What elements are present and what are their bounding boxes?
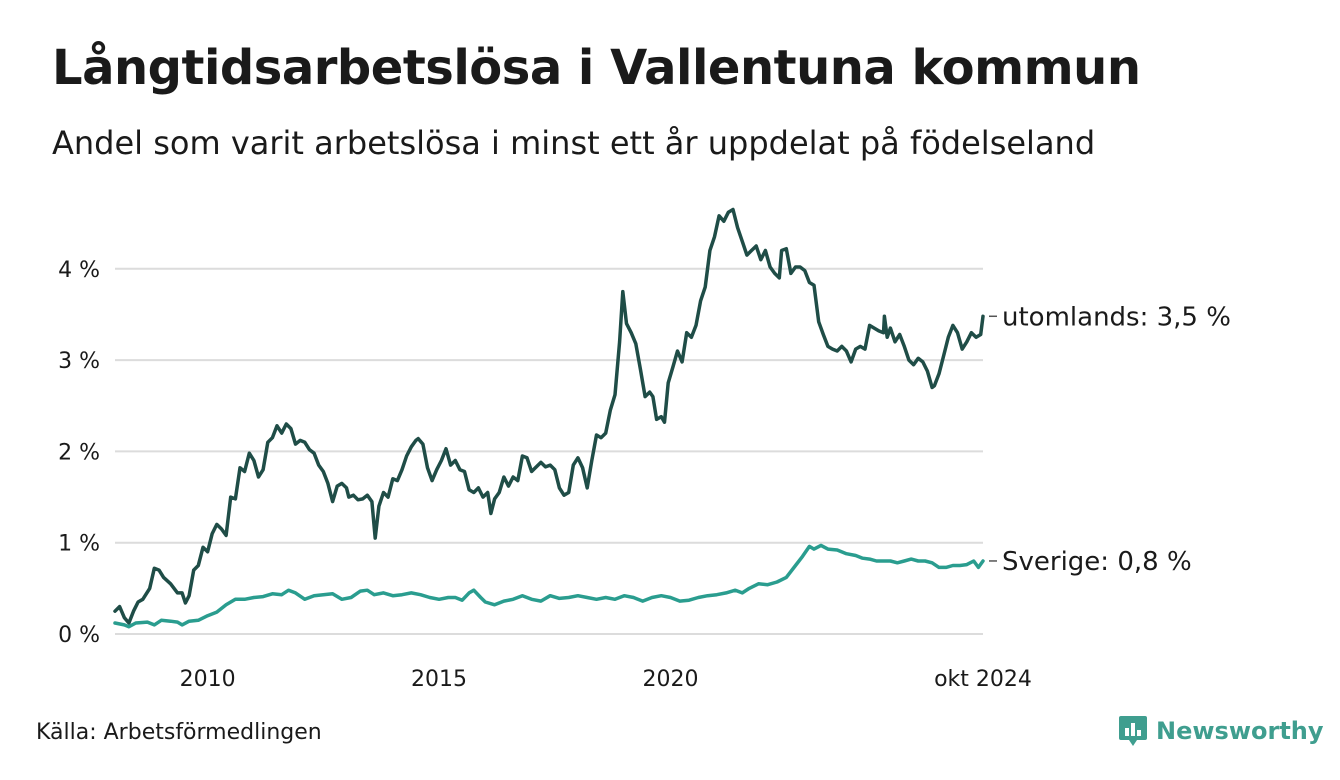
gridlines bbox=[115, 267, 983, 635]
chart-title: Långtidsarbetslösa i Vallentuna kommun bbox=[52, 40, 1141, 96]
series-line-sverige bbox=[113, 543, 985, 629]
end-label-utomlands: utomlands: 3,5 % bbox=[1002, 302, 1231, 332]
source-note: Källa: Arbetsförmedlingen bbox=[36, 720, 322, 745]
y-axis-ticks: 0 % 1 % 2 % 3 % 4 % bbox=[58, 258, 100, 648]
y-tick-label: 1 % bbox=[58, 532, 100, 557]
y-tick-label: 2 % bbox=[58, 440, 100, 465]
y-tick-label: 3 % bbox=[58, 349, 100, 374]
chart-subtitle: Andel som varit arbetslösa i minst ett å… bbox=[52, 124, 1096, 162]
end-label-sverige: Sverige: 0,8 % bbox=[1002, 547, 1192, 577]
x-tick-label: 2020 bbox=[643, 667, 699, 692]
series-line-utomlands bbox=[113, 207, 985, 625]
x-axis-ticks: 2010 2015 2020 okt 2024 bbox=[180, 667, 1032, 692]
series-lines bbox=[113, 207, 985, 629]
x-tick-label: 2010 bbox=[180, 667, 236, 692]
x-tick-label: 2015 bbox=[411, 667, 467, 692]
newsworthy-logo-icon bbox=[1119, 716, 1147, 746]
x-tick-label: okt 2024 bbox=[934, 667, 1032, 692]
y-tick-label: 0 % bbox=[58, 623, 100, 648]
brand-name: Newsworthy bbox=[1156, 717, 1324, 745]
brand-logo: Newsworthy bbox=[1118, 714, 1324, 748]
series-end-labels: utomlands: 3,5 % Sverige: 0,8 % bbox=[989, 302, 1231, 577]
y-tick-label: 4 % bbox=[58, 258, 100, 283]
